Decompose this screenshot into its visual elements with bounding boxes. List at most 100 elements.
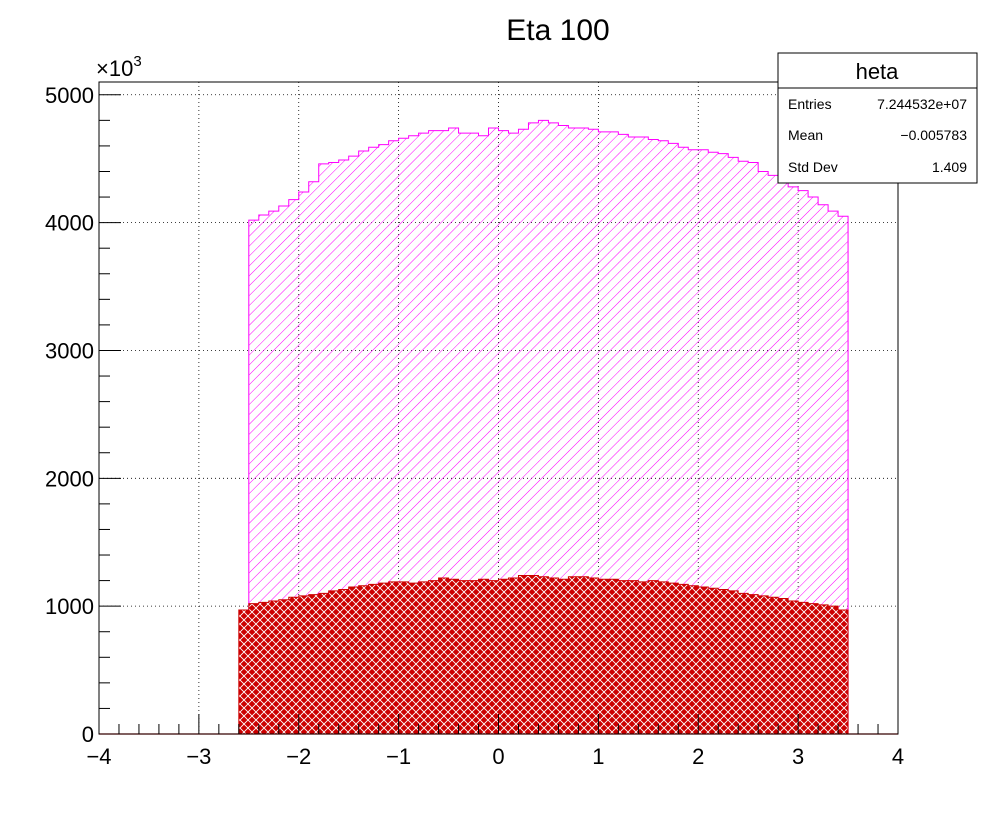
stats-box: heta Entries 7.244532e+07 Mean −0.005783… — [777, 52, 978, 184]
histogram-bin — [718, 153, 729, 734]
histogram-bin — [678, 147, 689, 734]
x-tick-label: −2 — [286, 744, 311, 769]
x-tick-label: −4 — [86, 744, 111, 769]
histogram-bin — [788, 186, 799, 735]
histogram-bin — [438, 578, 449, 734]
histogram-bin — [758, 171, 769, 735]
histogram-bin — [498, 579, 509, 734]
histogram-bin — [718, 589, 729, 734]
stats-mean-value: −0.005783 — [900, 127, 967, 143]
histogram-bin — [448, 128, 459, 734]
histogram-bin — [368, 584, 379, 734]
histogram-bin — [298, 595, 310, 734]
histogram-bin — [408, 583, 419, 734]
histogram-bin — [628, 136, 639, 735]
chart-title: Eta 100 — [506, 14, 609, 47]
histogram-bin — [708, 588, 719, 734]
histogram-bin — [588, 578, 599, 734]
histogram-bin — [278, 206, 290, 735]
histogram-bin — [458, 133, 469, 734]
histogram-bin — [528, 575, 539, 734]
histogram-bin — [278, 599, 290, 734]
histogram-bin — [418, 133, 429, 734]
histogram-bin — [388, 581, 399, 734]
stats-stddev-label: Std Dev — [788, 159, 838, 175]
histogram-bin — [518, 129, 529, 735]
histogram-bin — [588, 129, 599, 735]
histogram-bin — [378, 583, 389, 734]
histogram-bin — [738, 161, 749, 734]
histogram-bin — [638, 581, 649, 734]
histogram-bin — [488, 128, 499, 734]
histogram-bin — [648, 580, 659, 734]
stats-mean-label: Mean — [788, 127, 823, 143]
histogram-bin — [348, 586, 359, 734]
histogram-bin — [808, 197, 819, 734]
histogram-bin — [538, 120, 549, 734]
histogram-bin — [488, 580, 499, 734]
histogram-bin — [568, 576, 579, 734]
histogram-bin — [328, 590, 339, 734]
histogram-bin — [818, 604, 829, 734]
histogram-bin — [778, 180, 789, 734]
histogram-bin — [508, 578, 519, 734]
x-tick-label: 0 — [492, 744, 504, 769]
histogram-bin — [838, 216, 849, 734]
histogram-bin — [358, 151, 369, 735]
x-tick-label: 1 — [592, 744, 604, 769]
stats-stddev-value: 1.409 — [932, 159, 967, 175]
histogram-bin — [408, 135, 419, 735]
series-heta — [248, 119, 849, 735]
histogram-bin — [508, 133, 519, 734]
axes: −4 −3 −2 −1 0 1 2 3 4 0 1000 2000 3000 4000 5000 — [45, 82, 904, 769]
histogram-bin — [398, 138, 409, 734]
histogram-bin — [478, 135, 489, 735]
stats-entries-value: 7.244532e+07 — [877, 96, 967, 112]
stats-box-title: heta — [856, 59, 900, 84]
histogram-bin — [658, 581, 669, 734]
histogram-bin — [748, 594, 759, 734]
histogram-bin — [688, 585, 699, 734]
histogram-outline — [238, 574, 849, 735]
histogram-bin — [578, 576, 589, 734]
histogram-bin — [338, 589, 349, 734]
histogram-bin — [328, 162, 339, 734]
histogram-bin — [648, 139, 659, 734]
histogram-bin — [288, 199, 300, 734]
y-tick-label: 5000 — [45, 83, 94, 108]
histogram-bin — [798, 190, 809, 734]
histogram-bin — [418, 581, 429, 734]
histogram-bin — [388, 140, 399, 734]
histogram-bin — [248, 603, 260, 734]
histogram-bin — [668, 143, 679, 735]
histogram-bin — [268, 601, 280, 734]
histogram-bin — [608, 579, 619, 734]
histogram-bin — [448, 579, 459, 734]
histogram-bin — [548, 578, 559, 734]
histogram-bin — [758, 595, 769, 734]
histogram-bin — [458, 580, 469, 734]
x-tick-label: −1 — [386, 744, 411, 769]
x-tick-label: 4 — [892, 744, 904, 769]
x-tick-label: −3 — [186, 744, 211, 769]
histogram-bin — [678, 584, 689, 734]
histogram-bin — [248, 220, 260, 735]
histogram-bin — [538, 576, 549, 734]
histogram-bin — [808, 603, 819, 734]
histogram-bin — [568, 128, 579, 734]
histogram-bin — [438, 130, 449, 735]
histogram-outline — [248, 119, 849, 735]
histogram-bin — [838, 609, 849, 734]
histogram-bin — [308, 181, 320, 734]
histogram-bin — [548, 122, 559, 735]
histogram-bin — [378, 144, 389, 735]
histogram-bin — [468, 580, 479, 734]
histogram-bin — [558, 125, 569, 734]
histogram-bin — [608, 131, 619, 734]
histogram-bin — [628, 580, 639, 734]
histogram-bin — [698, 586, 709, 734]
x-tick-label: 2 — [692, 744, 704, 769]
histogram-bin — [258, 602, 270, 734]
histogram-bin — [308, 594, 320, 734]
histogram-bin — [618, 580, 629, 734]
